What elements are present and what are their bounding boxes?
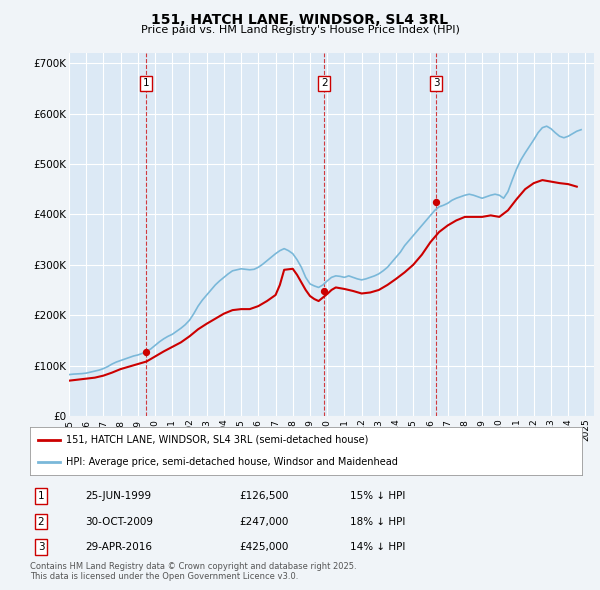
Text: 3: 3 [38,542,44,552]
Text: This data is licensed under the Open Government Licence v3.0.: This data is licensed under the Open Gov… [30,572,298,581]
Point [142,348,151,357]
Text: 15% ↓ HPI: 15% ↓ HPI [350,491,406,501]
Text: 151, HATCH LANE, WINDSOR, SL4 3RL (semi-detached house): 151, HATCH LANE, WINDSOR, SL4 3RL (semi-… [66,435,368,445]
Text: 1: 1 [143,78,149,88]
Text: 3: 3 [433,78,439,88]
Point [431,197,441,206]
Point [319,287,329,296]
Text: 18% ↓ HPI: 18% ↓ HPI [350,516,406,526]
Text: 29-APR-2016: 29-APR-2016 [85,542,152,552]
Text: 25-JUN-1999: 25-JUN-1999 [85,491,151,501]
Text: £247,000: £247,000 [240,516,289,526]
Text: £425,000: £425,000 [240,542,289,552]
Text: 30-OCT-2009: 30-OCT-2009 [85,516,153,526]
Text: £126,500: £126,500 [240,491,289,501]
Text: Price paid vs. HM Land Registry's House Price Index (HPI): Price paid vs. HM Land Registry's House … [140,25,460,35]
Text: Contains HM Land Registry data © Crown copyright and database right 2025.: Contains HM Land Registry data © Crown c… [30,562,356,571]
Text: 2: 2 [38,516,44,526]
Text: 14% ↓ HPI: 14% ↓ HPI [350,542,406,552]
Text: HPI: Average price, semi-detached house, Windsor and Maidenhead: HPI: Average price, semi-detached house,… [66,457,398,467]
Text: 151, HATCH LANE, WINDSOR, SL4 3RL: 151, HATCH LANE, WINDSOR, SL4 3RL [151,13,449,27]
Text: 1: 1 [38,491,44,501]
Text: 2: 2 [321,78,328,88]
